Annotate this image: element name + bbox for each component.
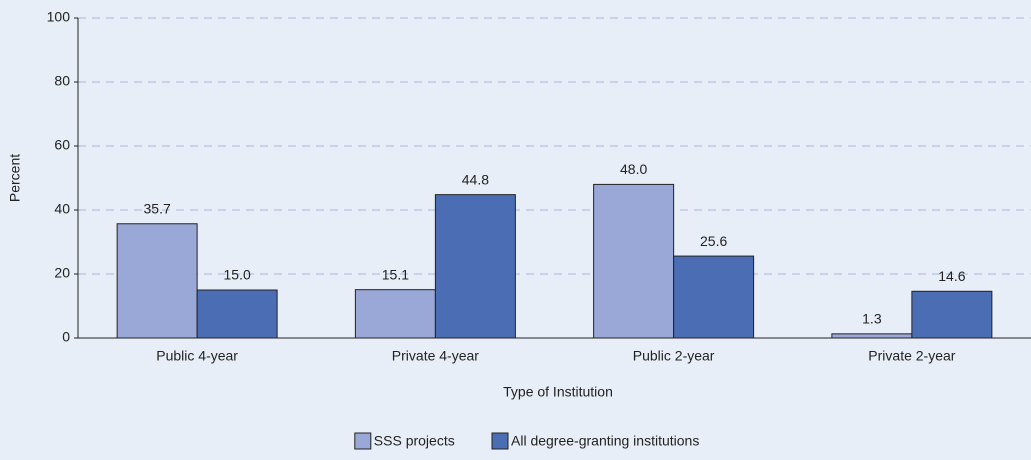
y-tick-label: 0 <box>62 329 70 345</box>
y-tick-label: 40 <box>54 201 70 217</box>
bar <box>593 183 675 339</box>
y-axis-label: Percent <box>7 154 23 202</box>
value-label: 44.8 <box>462 171 489 187</box>
value-label: 15.1 <box>382 266 409 282</box>
bar <box>354 289 436 339</box>
value-label: 1.3 <box>862 311 882 327</box>
y-tick-label: 80 <box>54 73 70 89</box>
bar <box>196 289 278 339</box>
x-tick-label: Private 4-year <box>392 348 479 364</box>
value-label: 15.0 <box>224 267 251 283</box>
x-tick-label: Public 2-year <box>633 348 715 364</box>
legend-swatch <box>354 432 372 450</box>
bar <box>831 333 913 339</box>
x-axis-label: Type of Institution <box>503 384 613 400</box>
value-label: 35.7 <box>144 200 171 216</box>
x-tick-label: Private 2-year <box>868 348 955 364</box>
x-tick-label: Public 4-year <box>156 348 238 364</box>
y-tick-label: 60 <box>54 137 70 153</box>
bar <box>434 194 516 339</box>
y-tick-label: 100 <box>47 9 71 25</box>
bar <box>673 255 755 339</box>
value-label: 14.6 <box>938 268 965 284</box>
value-label: 48.0 <box>620 161 647 177</box>
y-tick-label: 20 <box>54 265 70 281</box>
legend-label: SSS projects <box>374 433 455 449</box>
legend-label: All degree-granting institutions <box>511 433 699 449</box>
value-label: 25.6 <box>700 233 727 249</box>
bar <box>911 290 993 339</box>
legend-swatch <box>491 432 509 450</box>
bar <box>116 223 198 339</box>
